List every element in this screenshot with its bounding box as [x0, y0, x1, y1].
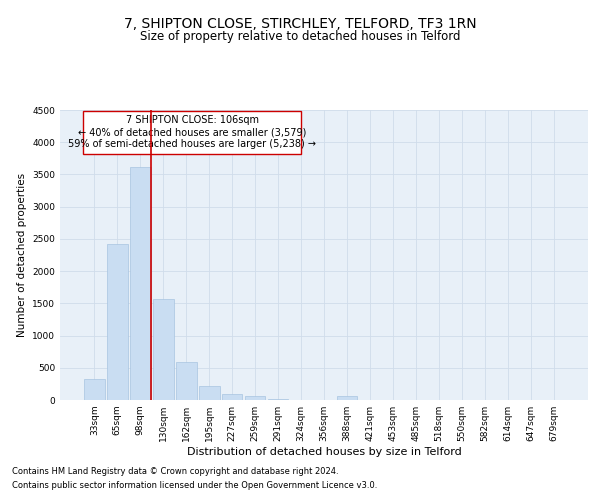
Y-axis label: Number of detached properties: Number of detached properties: [17, 173, 26, 337]
Text: Contains HM Land Registry data © Crown copyright and database right 2024.: Contains HM Land Registry data © Crown c…: [12, 466, 338, 475]
Text: 7, SHIPTON CLOSE, STIRCHLEY, TELFORD, TF3 1RN: 7, SHIPTON CLOSE, STIRCHLEY, TELFORD, TF…: [124, 18, 476, 32]
Bar: [153, 299, 173, 400]
Bar: [107, 244, 128, 400]
Bar: [84, 378, 104, 400]
Bar: [130, 168, 151, 400]
Bar: [337, 396, 358, 400]
X-axis label: Distribution of detached houses by size in Telford: Distribution of detached houses by size …: [187, 447, 461, 457]
Bar: [245, 396, 265, 400]
Text: 59% of semi-detached houses are larger (5,238) →: 59% of semi-detached houses are larger (…: [68, 139, 316, 149]
Text: Contains public sector information licensed under the Open Government Licence v3: Contains public sector information licen…: [12, 480, 377, 490]
Text: 7 SHIPTON CLOSE: 106sqm: 7 SHIPTON CLOSE: 106sqm: [125, 115, 259, 125]
FancyBboxPatch shape: [83, 112, 301, 154]
Text: Size of property relative to detached houses in Telford: Size of property relative to detached ho…: [140, 30, 460, 43]
Bar: [199, 386, 220, 400]
Bar: [222, 394, 242, 400]
Text: ← 40% of detached houses are smaller (3,579): ← 40% of detached houses are smaller (3,…: [78, 128, 307, 138]
Bar: [176, 362, 197, 400]
